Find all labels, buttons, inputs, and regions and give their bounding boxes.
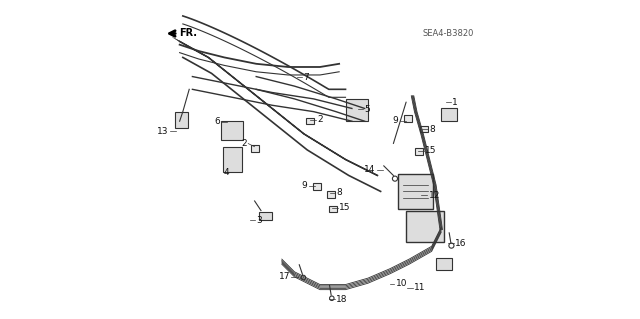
Text: 17: 17 (278, 272, 290, 281)
Bar (313, 183, 321, 190)
Text: 8: 8 (337, 189, 342, 197)
Bar (175, 112, 188, 128)
Text: 15: 15 (339, 204, 351, 212)
Bar (221, 121, 243, 140)
Text: 3: 3 (257, 216, 262, 225)
Text: 18: 18 (336, 295, 348, 304)
Text: 8: 8 (429, 125, 435, 134)
Text: FR.: FR. (179, 28, 197, 39)
Bar (346, 99, 368, 121)
Text: 16: 16 (455, 239, 467, 248)
Bar (223, 147, 242, 172)
Bar (398, 174, 433, 209)
Bar (406, 211, 444, 242)
Text: 12: 12 (428, 191, 440, 200)
Bar (404, 115, 412, 122)
Text: 2: 2 (241, 139, 247, 148)
Text: 6: 6 (214, 117, 220, 126)
Bar (436, 258, 452, 270)
Text: 14: 14 (364, 165, 376, 174)
Text: 1: 1 (452, 98, 458, 107)
Bar (415, 148, 423, 155)
Bar (420, 126, 428, 132)
Bar (327, 191, 335, 198)
Text: 7: 7 (303, 73, 309, 82)
Text: SEA4-B3820: SEA4-B3820 (422, 29, 474, 38)
Text: 10: 10 (396, 279, 407, 288)
Text: 4: 4 (224, 168, 229, 177)
Text: 9: 9 (393, 116, 399, 125)
Text: 11: 11 (414, 283, 426, 292)
Bar (251, 145, 259, 152)
Text: 13: 13 (157, 127, 169, 136)
Bar (441, 108, 457, 121)
Bar (307, 118, 314, 124)
Bar (259, 212, 272, 220)
Text: 5: 5 (365, 105, 371, 114)
Text: 2: 2 (317, 115, 323, 124)
Text: 15: 15 (425, 146, 436, 155)
Bar (329, 206, 337, 212)
Text: 9: 9 (302, 181, 308, 190)
